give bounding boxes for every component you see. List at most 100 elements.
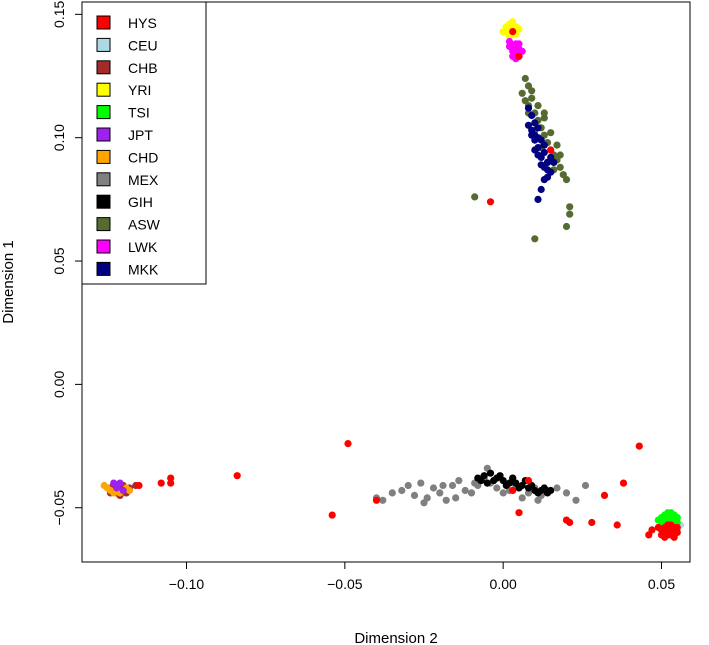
point-mex-18 bbox=[493, 484, 501, 492]
point-mex-2 bbox=[388, 489, 396, 497]
point-hys-38 bbox=[600, 491, 609, 499]
x-tick-label: 0.00 bbox=[490, 576, 517, 592]
point-hys-16 bbox=[661, 533, 669, 541]
x-axis: −0.10 −0.05 0.00 0.05 bbox=[169, 561, 675, 592]
point-hys-19 bbox=[509, 28, 517, 36]
point-asw-0 bbox=[521, 74, 529, 83]
point-asw-33 bbox=[556, 151, 564, 159]
point-mkk-21 bbox=[534, 195, 542, 203]
point-hys-15 bbox=[670, 528, 678, 537]
legend-swatch-asw bbox=[96, 217, 111, 232]
y-tick-label: 0.00 bbox=[51, 371, 67, 398]
point-asw-13 bbox=[556, 163, 564, 171]
point-gih-13 bbox=[502, 481, 510, 490]
point-gih-14 bbox=[515, 484, 523, 492]
point-chd-6 bbox=[125, 486, 134, 495]
legend-label-yri: YRI bbox=[128, 82, 151, 98]
point-lwk-11 bbox=[515, 40, 523, 48]
point-asw-15 bbox=[562, 176, 571, 184]
legend-label-tsi: TSI bbox=[128, 105, 150, 121]
point-mkk-24 bbox=[543, 166, 552, 174]
legend-label-lwk: LWK bbox=[128, 239, 158, 255]
point-asw-23 bbox=[534, 102, 542, 110]
point-yri-9 bbox=[515, 25, 523, 33]
legend-swatch-ceu bbox=[96, 37, 111, 52]
point-mkk-20 bbox=[537, 185, 545, 194]
point-asw-17 bbox=[566, 210, 574, 218]
point-mex-3 bbox=[398, 486, 406, 495]
legend-swatch-yri bbox=[96, 82, 111, 97]
point-hys-34 bbox=[524, 477, 533, 485]
point-hys-37 bbox=[588, 518, 596, 527]
point-jpt-4 bbox=[113, 484, 121, 492]
legend-label-asw: ASW bbox=[128, 217, 161, 233]
y-tick-label: 0.10 bbox=[51, 124, 67, 151]
point-hys-36 bbox=[566, 518, 574, 527]
x-tick-label: −0.10 bbox=[169, 576, 205, 592]
point-mex-4 bbox=[404, 481, 412, 490]
legend-label-mex: MEX bbox=[128, 172, 159, 188]
point-mex-29 bbox=[572, 496, 580, 504]
point-mex-6 bbox=[417, 479, 425, 487]
point-asw-32 bbox=[553, 141, 561, 149]
legend-swatch-jpt bbox=[96, 127, 111, 142]
point-asw-31 bbox=[540, 109, 548, 117]
legend-label-ceu: CEU bbox=[128, 37, 158, 53]
point-mex-9 bbox=[436, 489, 444, 497]
legend-label-hys: HYS bbox=[128, 15, 157, 31]
point-hys-27 bbox=[167, 479, 175, 487]
point-tsi-9 bbox=[664, 514, 672, 522]
legend-swatch-gih bbox=[96, 194, 111, 209]
point-mex-36 bbox=[439, 481, 447, 490]
point-hys-30 bbox=[328, 511, 336, 519]
point-mex-10 bbox=[442, 496, 450, 504]
legend-label-gih: GIH bbox=[128, 194, 153, 210]
point-hys-22 bbox=[486, 198, 495, 206]
point-hys-14 bbox=[667, 521, 675, 529]
point-hys-32 bbox=[509, 486, 517, 495]
x-tick-label: 0.05 bbox=[648, 576, 675, 592]
point-mex-22 bbox=[518, 494, 526, 502]
point-mex-8 bbox=[429, 484, 438, 492]
point-asw-21 bbox=[521, 97, 529, 105]
point-hys-25 bbox=[233, 472, 241, 480]
point-gih-21 bbox=[496, 472, 504, 480]
legend-swatch-mex bbox=[96, 172, 111, 187]
point-asw-18 bbox=[562, 222, 571, 231]
legend-label-jpt: JPT bbox=[128, 127, 153, 143]
point-mex-37 bbox=[534, 496, 542, 504]
legend-label-chd: CHD bbox=[128, 149, 158, 165]
point-mex-13 bbox=[461, 486, 469, 495]
data-points bbox=[100, 18, 685, 541]
point-hys-24 bbox=[635, 442, 643, 450]
point-mex-11 bbox=[448, 481, 457, 490]
y-axis-title: Dimension 1 bbox=[0, 240, 17, 323]
point-hys-21 bbox=[547, 146, 555, 154]
point-mkk-15 bbox=[540, 141, 548, 149]
point-gih-20 bbox=[540, 484, 548, 492]
point-gih-16 bbox=[534, 489, 542, 497]
y-tick-label: 0.05 bbox=[51, 247, 67, 274]
point-mex-28 bbox=[562, 489, 571, 497]
point-hys-33 bbox=[515, 509, 523, 517]
point-asw-2 bbox=[518, 89, 526, 97]
y-tick-label: 0.15 bbox=[51, 0, 67, 27]
point-hys-23 bbox=[344, 440, 352, 448]
point-hys-31 bbox=[372, 496, 381, 504]
point-gih-12 bbox=[490, 477, 498, 485]
legend-swatch-tsi bbox=[96, 105, 111, 120]
y-tick-label: −0.05 bbox=[51, 490, 67, 526]
point-mkk-25 bbox=[550, 158, 558, 166]
point-mkk-26 bbox=[528, 131, 536, 139]
point-mkk-3 bbox=[534, 124, 542, 132]
legend-swatch-mkk bbox=[96, 261, 111, 276]
point-gih-17 bbox=[483, 479, 491, 487]
point-hys-26 bbox=[167, 474, 175, 482]
point-hys-20 bbox=[515, 52, 523, 60]
point-mkk-27 bbox=[534, 151, 542, 159]
point-mkk-1 bbox=[528, 111, 536, 120]
x-axis-title: Dimension 2 bbox=[354, 630, 437, 645]
legend-swatch-hys bbox=[96, 15, 111, 30]
point-mkk-22 bbox=[540, 176, 548, 184]
